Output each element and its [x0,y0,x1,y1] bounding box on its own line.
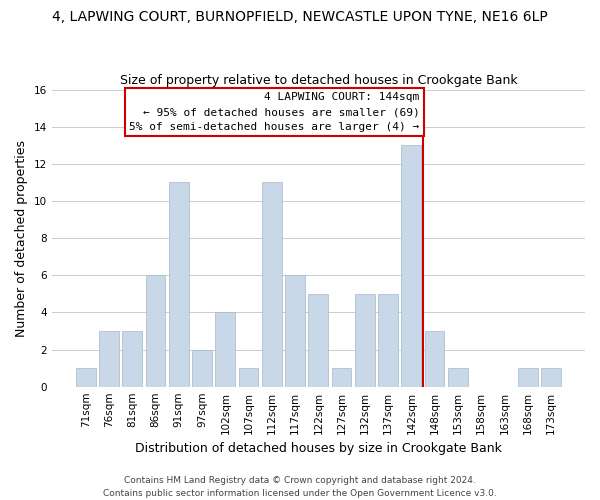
Y-axis label: Number of detached properties: Number of detached properties [15,140,28,336]
Bar [518,368,538,386]
Bar [239,368,259,386]
Text: Contains HM Land Registry data © Crown copyright and database right 2024.
Contai: Contains HM Land Registry data © Crown c… [103,476,497,498]
X-axis label: Distribution of detached houses by size in Crookgate Bank: Distribution of detached houses by size … [135,442,502,455]
Bar [332,368,352,386]
Bar [448,368,468,386]
Bar [401,146,421,386]
Bar [146,276,166,386]
Bar [192,350,212,387]
Bar [355,294,375,386]
Title: Size of property relative to detached houses in Crookgate Bank: Size of property relative to detached ho… [119,74,517,87]
Text: 4, LAPWING COURT, BURNOPFIELD, NEWCASTLE UPON TYNE, NE16 6LP: 4, LAPWING COURT, BURNOPFIELD, NEWCASTLE… [52,10,548,24]
Bar [169,182,188,386]
Bar [541,368,561,386]
Bar [285,276,305,386]
Bar [378,294,398,386]
Text: 4 LAPWING COURT: 144sqm
← 95% of detached houses are smaller (69)
5% of semi-det: 4 LAPWING COURT: 144sqm ← 95% of detache… [129,92,419,132]
Bar [122,331,142,386]
Bar [308,294,328,386]
Bar [99,331,119,386]
Bar [76,368,95,386]
Bar [425,331,445,386]
Bar [215,312,235,386]
Bar [262,182,282,386]
